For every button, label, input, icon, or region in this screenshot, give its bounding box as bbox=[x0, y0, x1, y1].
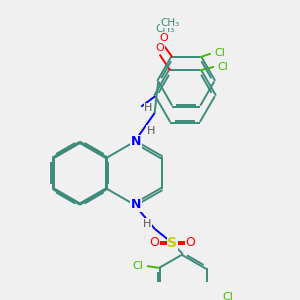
Text: Cl: Cl bbox=[222, 292, 233, 300]
Text: O: O bbox=[159, 33, 168, 43]
Text: S: S bbox=[167, 236, 177, 250]
Text: O: O bbox=[186, 236, 196, 249]
Text: Cl: Cl bbox=[214, 48, 225, 58]
Text: N: N bbox=[131, 135, 142, 148]
Text: N: N bbox=[131, 198, 142, 211]
Text: CH₃: CH₃ bbox=[155, 24, 175, 34]
Text: H: H bbox=[144, 103, 152, 113]
Text: CH₃: CH₃ bbox=[161, 18, 180, 28]
Text: H: H bbox=[147, 126, 155, 136]
Text: O: O bbox=[149, 236, 159, 249]
Text: Cl: Cl bbox=[133, 261, 144, 271]
Text: Cl: Cl bbox=[217, 62, 228, 72]
Text: O: O bbox=[155, 43, 164, 52]
Text: H: H bbox=[143, 219, 151, 229]
